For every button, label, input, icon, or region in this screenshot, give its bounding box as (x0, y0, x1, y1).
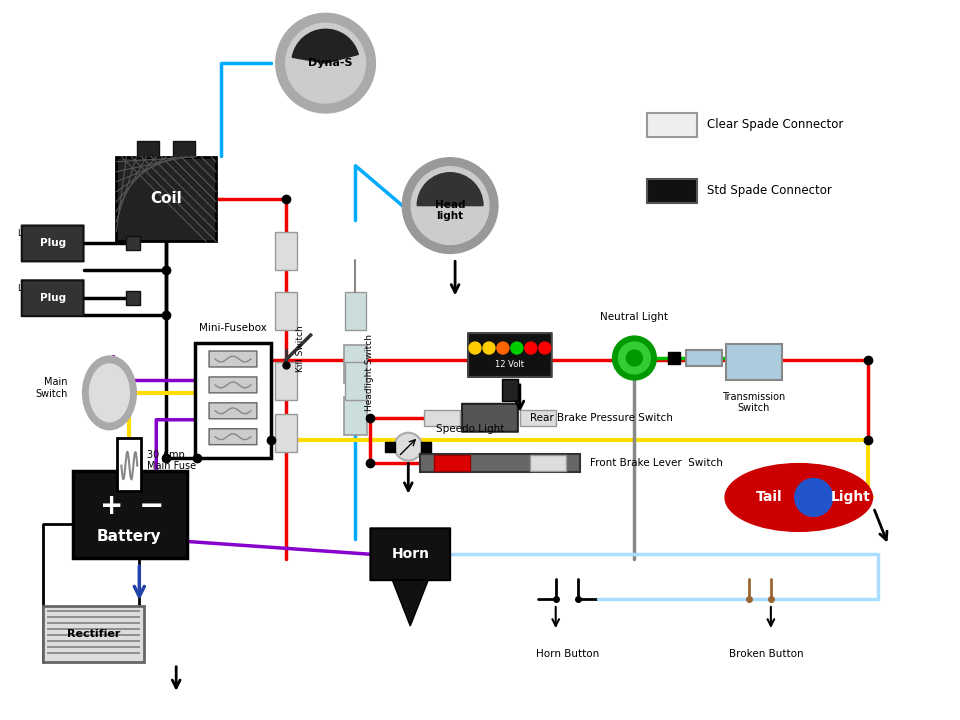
FancyBboxPatch shape (345, 362, 367, 400)
FancyBboxPatch shape (530, 454, 565, 471)
FancyBboxPatch shape (502, 379, 517, 401)
FancyBboxPatch shape (686, 350, 722, 366)
FancyBboxPatch shape (42, 606, 144, 662)
FancyBboxPatch shape (209, 402, 257, 419)
Circle shape (276, 14, 375, 113)
Text: Rear Brake Pressure Switch: Rear Brake Pressure Switch (530, 413, 673, 423)
Text: Broken Button: Broken Button (729, 649, 804, 659)
FancyBboxPatch shape (371, 528, 450, 580)
Ellipse shape (83, 356, 136, 430)
Text: Kill Switch: Kill Switch (297, 325, 305, 372)
Circle shape (395, 433, 422, 461)
FancyBboxPatch shape (275, 362, 297, 400)
Text: Clear Spade Connector: Clear Spade Connector (708, 118, 844, 132)
FancyBboxPatch shape (345, 292, 367, 330)
Text: 30 Amp
Main Fuse: 30 Amp Main Fuse (147, 450, 197, 472)
FancyBboxPatch shape (462, 404, 517, 432)
Text: Std Spade Connector: Std Spade Connector (708, 184, 832, 197)
FancyBboxPatch shape (22, 225, 84, 261)
Text: Head
light: Head light (435, 199, 466, 221)
FancyBboxPatch shape (275, 414, 297, 451)
Circle shape (627, 350, 642, 366)
Wedge shape (418, 173, 483, 206)
Text: Neutral Light: Neutral Light (600, 312, 668, 322)
FancyBboxPatch shape (22, 280, 84, 316)
Text: L: L (17, 284, 22, 293)
Circle shape (612, 336, 657, 380)
FancyBboxPatch shape (520, 410, 556, 426)
Circle shape (402, 158, 498, 253)
FancyBboxPatch shape (116, 157, 216, 241)
FancyBboxPatch shape (127, 236, 140, 251)
Polygon shape (420, 454, 580, 472)
Ellipse shape (89, 364, 130, 422)
Text: Transmission
Switch: Transmission Switch (722, 392, 785, 413)
Text: Plug: Plug (39, 238, 65, 248)
Wedge shape (292, 30, 358, 63)
Circle shape (483, 342, 495, 354)
FancyBboxPatch shape (424, 410, 460, 426)
Text: −: − (138, 492, 164, 521)
FancyBboxPatch shape (127, 292, 140, 305)
Text: Front Brake Lever  Switch: Front Brake Lever Switch (589, 458, 723, 467)
FancyBboxPatch shape (137, 141, 159, 157)
Circle shape (539, 342, 551, 354)
Text: Rectifier: Rectifier (67, 629, 120, 639)
Text: Speedo Light: Speedo Light (436, 424, 505, 433)
FancyBboxPatch shape (275, 292, 297, 330)
FancyBboxPatch shape (434, 454, 470, 471)
FancyBboxPatch shape (726, 344, 781, 380)
Circle shape (411, 167, 489, 245)
Text: Plug: Plug (39, 293, 65, 303)
FancyBboxPatch shape (647, 113, 697, 137)
FancyBboxPatch shape (647, 179, 697, 202)
Text: Battery: Battery (97, 528, 161, 544)
Ellipse shape (725, 464, 873, 531)
Text: Horn Button: Horn Button (536, 649, 599, 659)
FancyBboxPatch shape (209, 377, 257, 393)
FancyBboxPatch shape (209, 428, 257, 445)
FancyBboxPatch shape (468, 333, 552, 377)
Text: +: + (100, 492, 123, 521)
Text: Dyna-S: Dyna-S (308, 58, 353, 68)
Text: L: L (17, 229, 22, 238)
FancyBboxPatch shape (344, 345, 368, 383)
FancyBboxPatch shape (275, 233, 297, 270)
Text: Horn: Horn (392, 547, 429, 562)
Text: Tail: Tail (756, 490, 782, 505)
FancyBboxPatch shape (173, 141, 195, 157)
Circle shape (618, 342, 650, 374)
FancyBboxPatch shape (209, 351, 257, 367)
FancyBboxPatch shape (195, 343, 271, 458)
FancyBboxPatch shape (73, 471, 187, 558)
Circle shape (469, 342, 481, 354)
FancyBboxPatch shape (117, 438, 141, 492)
Text: Main
Switch: Main Switch (36, 377, 67, 399)
Circle shape (795, 479, 832, 516)
Text: 12 Volt: 12 Volt (495, 361, 524, 369)
Text: Mini-Fusebox: Mini-Fusebox (199, 323, 267, 333)
FancyBboxPatch shape (344, 397, 368, 435)
Polygon shape (393, 580, 428, 626)
Circle shape (525, 342, 537, 354)
Text: Light: Light (830, 490, 871, 505)
Circle shape (497, 342, 509, 354)
Circle shape (511, 342, 523, 354)
Text: Coil: Coil (151, 191, 182, 206)
Circle shape (286, 23, 366, 103)
Text: Headlight Switch: Headlight Switch (366, 335, 374, 411)
